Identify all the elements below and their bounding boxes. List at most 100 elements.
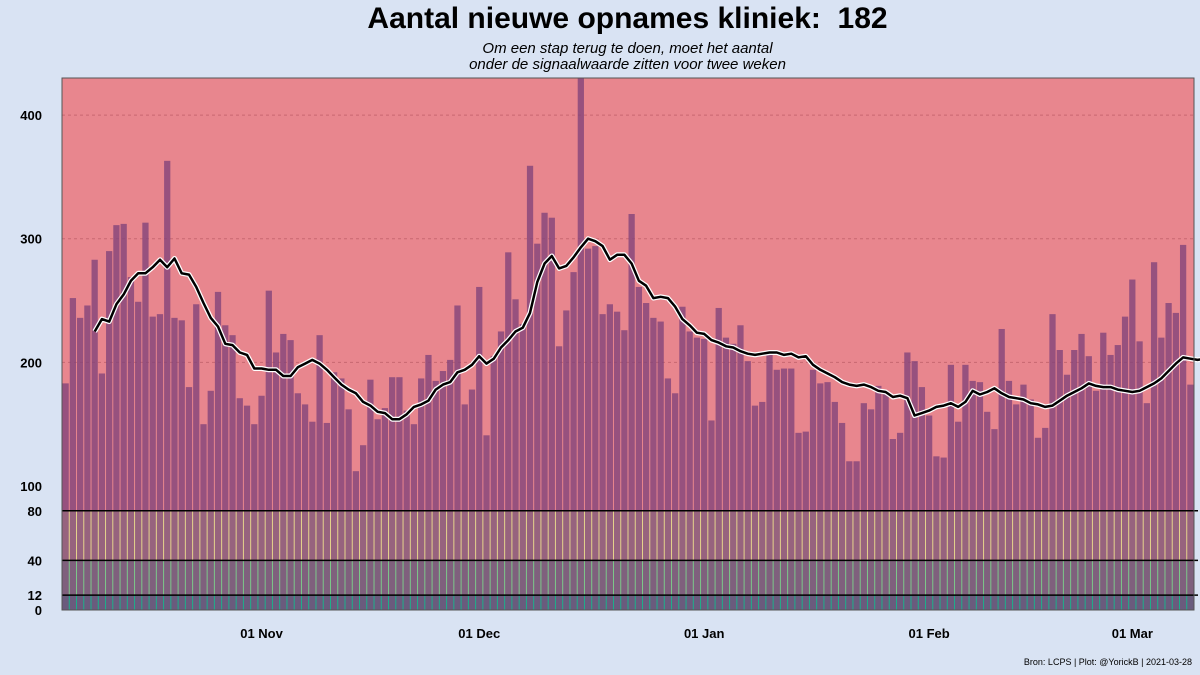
chart-title: Aantal nieuwe opnames kliniek: 182 <box>367 2 888 35</box>
bar <box>1092 390 1100 610</box>
y-tick-label: 80 <box>28 504 42 519</box>
x-tick-label: 01 Jan <box>684 626 725 641</box>
bar <box>62 383 69 610</box>
bar <box>374 419 381 610</box>
bar <box>505 252 512 610</box>
y-tick-label: 0 <box>35 603 42 618</box>
threshold-band-1 <box>62 560 1194 596</box>
bar <box>476 286 483 610</box>
bar <box>330 372 338 610</box>
x-tick-label: 01 Dec <box>458 626 500 641</box>
bar <box>599 314 606 610</box>
bar <box>817 383 824 610</box>
threshold-band-3 <box>62 78 1194 511</box>
bar <box>207 390 214 610</box>
bar <box>1027 399 1034 610</box>
bar <box>1179 244 1187 610</box>
chart-subtitle-line-2: onder de signaalwaarde zitten voor twee … <box>469 56 786 73</box>
bar <box>468 389 476 610</box>
bar <box>447 359 454 610</box>
bar <box>439 371 447 610</box>
bar <box>679 306 686 610</box>
bar <box>969 380 976 610</box>
bar <box>802 431 809 610</box>
y-tick-label: 300 <box>20 232 42 247</box>
bar <box>360 445 367 610</box>
y-tick-label: 400 <box>20 108 42 123</box>
bar <box>715 307 722 610</box>
bar <box>1143 403 1150 610</box>
bar <box>555 346 563 610</box>
bar <box>947 364 955 610</box>
bar <box>236 398 243 610</box>
bar <box>809 369 817 610</box>
bar <box>751 405 759 610</box>
bar <box>1071 350 1078 610</box>
bar <box>744 361 751 610</box>
bar <box>127 277 135 610</box>
bar <box>606 304 613 610</box>
bar <box>519 324 526 610</box>
bar <box>381 408 389 610</box>
moving-average-line <box>93 237 1200 421</box>
bar <box>171 317 178 610</box>
bar <box>889 439 896 610</box>
bar <box>1150 262 1158 610</box>
y-tick-label: 12 <box>28 588 42 603</box>
bar <box>918 387 926 610</box>
bar <box>1034 437 1042 610</box>
bar <box>940 457 947 610</box>
bar <box>1172 312 1179 610</box>
bar <box>962 364 969 610</box>
bar <box>824 382 831 610</box>
bar <box>265 290 272 610</box>
bar <box>1136 341 1143 610</box>
bar <box>338 378 345 610</box>
bar <box>309 421 316 610</box>
bar <box>1020 384 1027 610</box>
bar <box>418 378 425 610</box>
plot-frame <box>61 77 1195 611</box>
bar <box>461 404 468 610</box>
threshold-band-2 <box>62 510 1194 561</box>
bar <box>534 243 541 610</box>
bar <box>222 325 229 610</box>
bar <box>156 314 164 610</box>
bar <box>193 304 200 610</box>
bar <box>730 343 737 610</box>
x-tick-label: 01 Feb <box>909 626 950 641</box>
bar <box>1165 303 1172 610</box>
bar <box>867 409 875 610</box>
bar <box>287 340 294 610</box>
bar <box>229 335 236 610</box>
bar <box>672 393 679 610</box>
bar <box>1078 333 1085 610</box>
bar <box>766 352 773 610</box>
bar <box>106 251 113 610</box>
bar <box>577 78 584 610</box>
bar <box>113 225 120 611</box>
bar <box>584 248 592 611</box>
bar <box>780 368 788 610</box>
bar <box>301 404 309 610</box>
bar <box>831 401 838 610</box>
bar <box>178 320 185 610</box>
bar <box>425 354 432 610</box>
bar <box>91 259 98 610</box>
bar <box>896 432 904 610</box>
bar <box>323 422 330 610</box>
bar <box>120 223 127 610</box>
bar <box>396 377 403 610</box>
bar <box>367 379 374 610</box>
bar <box>497 331 505 610</box>
bar <box>875 385 882 610</box>
y-tick-label: 200 <box>20 355 42 370</box>
bar <box>251 424 258 610</box>
bar <box>294 393 301 610</box>
bar <box>926 415 933 610</box>
y-tick-label: 40 <box>28 553 42 568</box>
bar <box>352 471 360 610</box>
bar <box>911 361 918 610</box>
bar <box>737 325 744 610</box>
